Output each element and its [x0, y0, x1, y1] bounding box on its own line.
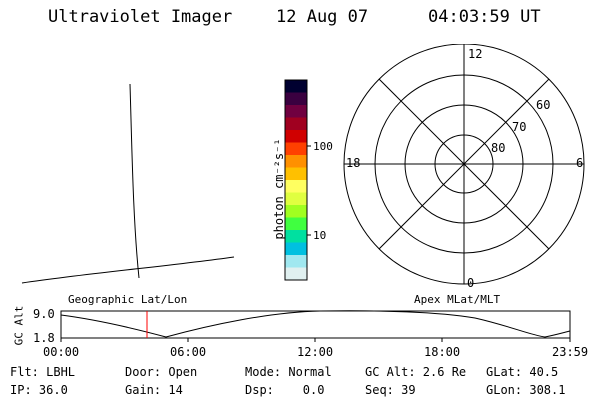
gc-alt-min-label: 1.8 — [33, 331, 55, 345]
mlt-label-6: 6 — [576, 156, 584, 170]
mlt-label-0: 0 — [467, 276, 475, 290]
mode-info: Mode: Normal — [245, 365, 332, 379]
gc-alt-max-label: 9.0 — [33, 307, 55, 321]
mlt-label-12: 12 — [468, 47, 483, 61]
dsp-info: Dsp: 0.0 — [245, 383, 325, 397]
lat-label-60: 60 — [536, 98, 551, 112]
seq-info: Seq: 39 — [365, 383, 416, 397]
colorbar-cell — [285, 130, 307, 143]
colorbar-cell — [285, 155, 307, 168]
colorbar-tick-label-10: 10 — [313, 229, 327, 242]
colorbar-cell — [285, 105, 307, 118]
colorbar-cell — [285, 267, 307, 281]
colorbar-cell — [285, 217, 307, 231]
colorbar-cell — [285, 180, 307, 193]
glon-info: GLon: 308.1 — [486, 383, 566, 397]
gc-alt-curve — [60, 310, 571, 338]
door-info: Door: Open — [125, 365, 198, 379]
colorbar-cell — [285, 167, 307, 181]
apex-polar-plot — [343, 44, 585, 285]
x-tick-label-4: 23:59 — [552, 345, 589, 359]
colorbar-frame — [284, 79, 308, 281]
colorbar-cell — [285, 117, 307, 131]
x-tick-label-2: 12:00 — [297, 345, 334, 359]
mlt-label-18: 18 — [346, 156, 361, 170]
timeline-frame — [60, 310, 571, 339]
gain-info: Gain: 14 — [125, 383, 183, 397]
colorbar-cell — [285, 142, 307, 156]
instrument-title: Ultraviolet Imager — [48, 7, 233, 27]
colorbar-cell — [285, 192, 307, 206]
meridian-line — [129, 83, 140, 279]
intensity-colorbar — [284, 79, 311, 281]
filter-info: Flt: LBHL — [10, 365, 76, 379]
x-tick-label-3: 18:00 — [424, 345, 461, 359]
geographic-panel-label: Geographic Lat/Lon — [68, 293, 188, 306]
colorbar-cell — [285, 230, 307, 243]
ip-info: IP: 36.0 — [10, 383, 68, 397]
colorbar-cell — [285, 242, 307, 256]
x-tick-label-1: 06:00 — [170, 345, 207, 359]
colorbar-tick-label-100: 100 — [313, 140, 333, 153]
colorbar-cell — [285, 205, 307, 218]
lat-label-70: 70 — [512, 120, 527, 134]
date-label: 12 Aug 07 — [276, 7, 369, 27]
parallel-line — [21, 256, 235, 284]
time-label: 04:03:59 UT — [428, 7, 541, 27]
mlt-diagonal-2 — [378, 78, 550, 250]
apex-panel-label: Apex MLat/MLT — [414, 293, 501, 306]
x-tick-label-0: 00:00 — [43, 345, 80, 359]
lat-label-80: 80 — [491, 141, 506, 155]
colorbar-cell — [285, 255, 307, 268]
glat-info: GLat: 40.5 — [486, 365, 559, 379]
colorbar-cell — [285, 92, 307, 106]
gc-alt-info: GC Alt: 2.6 Re — [365, 365, 467, 379]
colorbar-cell — [285, 80, 307, 93]
